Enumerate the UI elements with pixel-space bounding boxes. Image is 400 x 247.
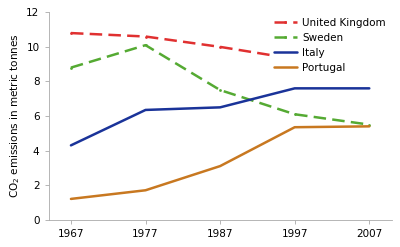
Sweden	[68, 66, 73, 69]
United Kingdom	[292, 58, 297, 61]
Line: Italy: Italy	[71, 88, 369, 145]
United Kingdom	[367, 66, 372, 69]
Legend: United Kingdom, Sweden, Italy, Portugal: United Kingdom, Sweden, Italy, Portugal	[270, 13, 390, 77]
Line: Portugal: Portugal	[71, 126, 369, 199]
Italy	[68, 144, 73, 147]
United Kingdom	[143, 35, 148, 38]
Italy	[367, 87, 372, 90]
Sweden	[218, 89, 222, 92]
Italy	[218, 106, 222, 109]
Sweden	[143, 44, 148, 47]
Italy	[143, 108, 148, 111]
Portugal	[218, 165, 222, 167]
Sweden	[367, 123, 372, 126]
Portugal	[292, 126, 297, 129]
Line: Sweden: Sweden	[68, 42, 372, 127]
Y-axis label: CO$_2$ emissions in metric tonnes: CO$_2$ emissions in metric tonnes	[8, 34, 22, 198]
Italy	[292, 87, 297, 90]
Line: United Kingdom: United Kingdom	[68, 30, 372, 70]
Portugal	[143, 189, 148, 192]
Portugal	[68, 197, 73, 200]
Sweden	[292, 113, 297, 116]
United Kingdom	[68, 32, 73, 35]
United Kingdom	[218, 45, 222, 48]
Portugal	[367, 125, 372, 128]
